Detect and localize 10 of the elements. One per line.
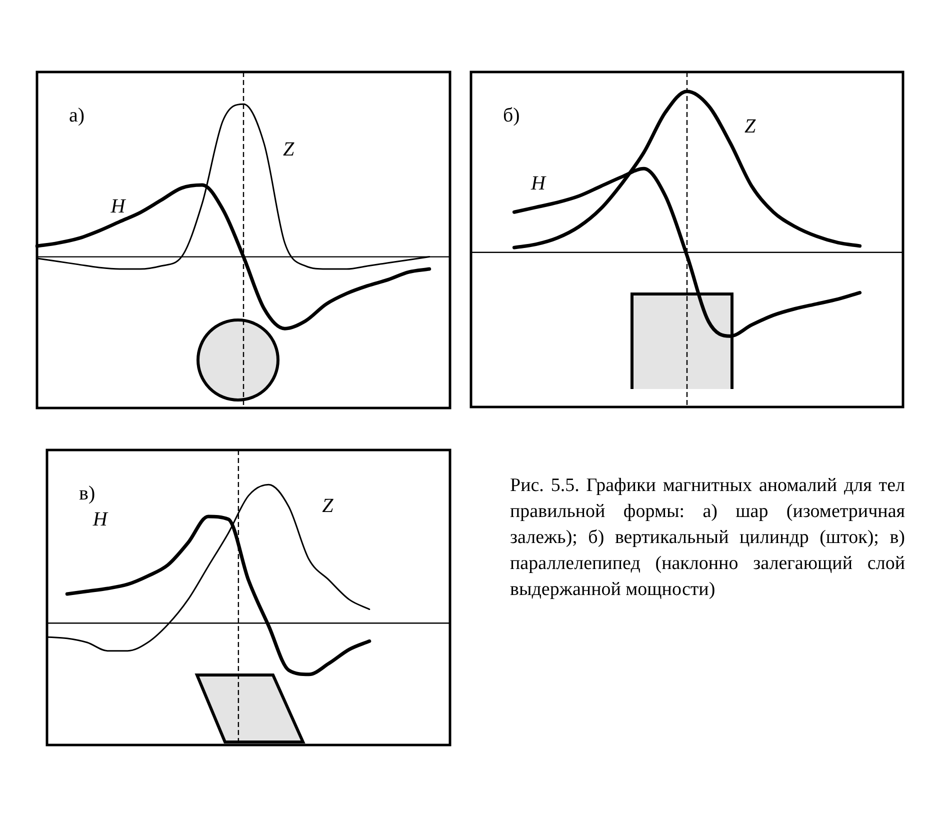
- series-label: Z: [282, 138, 295, 160]
- series-label: H: [110, 195, 127, 218]
- text: Рис. 5.5. Графики магнитных аномалий для тел правильной формы: а) шар (изометричная залежь); б) вертикальный цилиндр (шток); в) параллелепипед (наклонно залегающий слой выдержанной мощности): [510, 474, 905, 602]
- series-label: Z: [744, 116, 756, 138]
- text: H: [92, 508, 109, 530]
- series-label: H: [530, 172, 547, 194]
- text: б): [503, 104, 520, 126]
- chart-title: в): [79, 482, 96, 504]
- chart-title: а): [69, 104, 85, 126]
- series-label: Z: [322, 494, 334, 517]
